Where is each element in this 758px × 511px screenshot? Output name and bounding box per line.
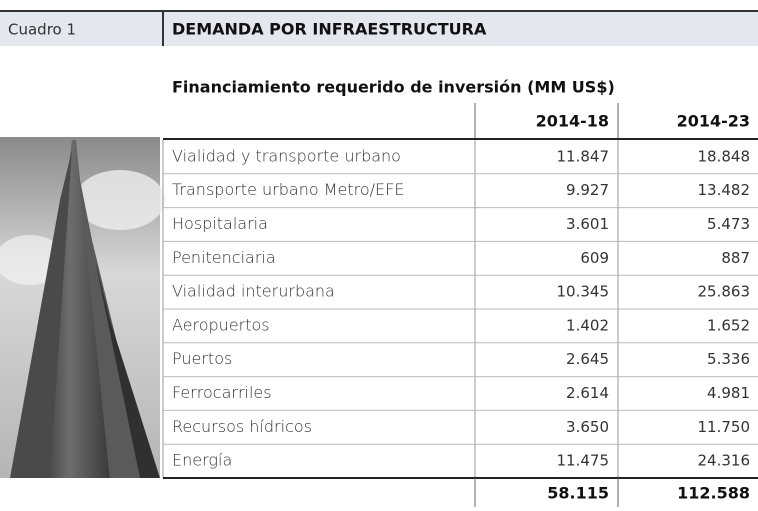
cell-value: 18.848 [698,147,751,165]
cell-value: 1.402 [566,316,609,334]
column-header: 2014-23 [677,112,750,131]
header-label: Cuadro 1 [8,21,76,39]
cell-value: 11.475 [557,452,610,470]
row-label: Ferrocarriles [172,383,272,402]
page: Cuadro 1 DEMANDA POR INFRAESTRUCTURA Fin… [0,0,758,507]
cell-value: 3.601 [566,215,609,233]
cell-value: 25.863 [698,283,751,301]
building-image [0,137,165,478]
row-label: Aeropuertos [172,315,270,334]
cell-value: 2.645 [566,350,609,368]
cell-value: 13.482 [698,181,751,199]
table-caption: Financiamiento requerido de inversión (M… [172,78,615,97]
cell-value: 4.981 [707,384,750,402]
cell-value: 3.650 [566,418,609,436]
total-value: 58.115 [547,484,609,503]
column-header: 2014-18 [536,112,609,131]
row-label: Energía [172,451,232,470]
row-label: Vialidad y transporte urbano [172,146,401,165]
cell-value: 11.750 [698,418,751,436]
cell-value: 1.652 [707,316,750,334]
row-label: Recursos hídricos [172,417,312,436]
row-label: Vialidad interurbana [172,282,335,301]
cell-value: 11.847 [557,147,610,165]
row-label: Hospitalaria [172,214,268,233]
cell-value: 609 [580,249,609,267]
row-label: Puertos [172,349,232,368]
row-label: Penitenciaria [172,248,276,267]
cell-value: 887 [721,249,750,267]
header-title: DEMANDA POR INFRAESTRUCTURA [172,20,487,39]
cell-value: 5.473 [707,215,750,233]
total-value: 112.588 [677,484,750,503]
cell-value: 2.614 [566,384,609,402]
row-label: Transporte urbano Metro/EFE [172,180,404,199]
cell-value: 9.927 [566,181,609,199]
cell-value: 10.345 [557,283,610,301]
cell-value: 24.316 [698,452,751,470]
cell-value: 5.336 [707,350,750,368]
